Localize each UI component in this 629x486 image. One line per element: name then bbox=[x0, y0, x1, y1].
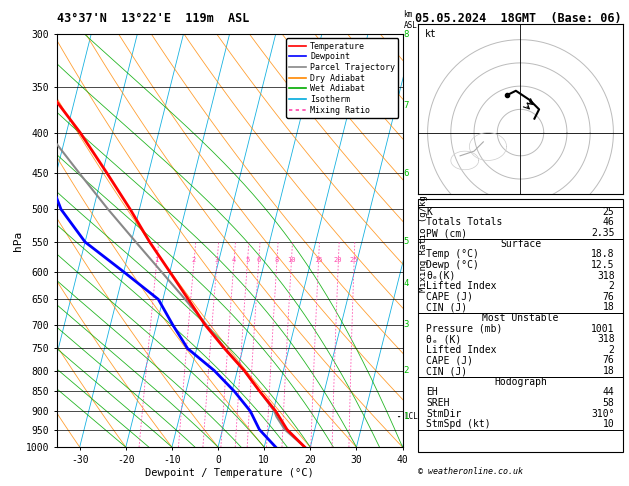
Text: Dewp (°C): Dewp (°C) bbox=[426, 260, 479, 270]
Text: Hodograph: Hodograph bbox=[494, 377, 547, 387]
Text: CAPE (J): CAPE (J) bbox=[426, 355, 474, 365]
Text: 18: 18 bbox=[603, 366, 615, 376]
Text: 318: 318 bbox=[597, 271, 615, 280]
Y-axis label: hPa: hPa bbox=[13, 230, 23, 251]
Text: 15: 15 bbox=[314, 257, 323, 263]
Text: © weatheronline.co.uk: © weatheronline.co.uk bbox=[418, 467, 523, 476]
Text: θₑ (K): θₑ (K) bbox=[426, 334, 462, 344]
Text: 1: 1 bbox=[154, 257, 159, 263]
Text: 8: 8 bbox=[274, 257, 279, 263]
Text: 3: 3 bbox=[214, 257, 219, 263]
Text: StmDir: StmDir bbox=[426, 409, 462, 418]
Text: Most Unstable: Most Unstable bbox=[482, 313, 559, 323]
Text: LCL: LCL bbox=[404, 412, 418, 421]
X-axis label: Dewpoint / Temperature (°C): Dewpoint / Temperature (°C) bbox=[145, 468, 314, 478]
Text: 5: 5 bbox=[245, 257, 249, 263]
Text: 2: 2 bbox=[609, 345, 615, 355]
Text: PW (cm): PW (cm) bbox=[426, 228, 467, 238]
Text: Pressure (mb): Pressure (mb) bbox=[426, 324, 503, 333]
Legend: Temperature, Dewpoint, Parcel Trajectory, Dry Adiabat, Wet Adiabat, Isotherm, Mi: Temperature, Dewpoint, Parcel Trajectory… bbox=[286, 38, 398, 118]
Text: 2.35: 2.35 bbox=[591, 228, 615, 238]
Text: 3: 3 bbox=[404, 320, 409, 329]
Text: 43°37'N  13°22'E  119m  ASL: 43°37'N 13°22'E 119m ASL bbox=[57, 12, 249, 25]
Text: 8: 8 bbox=[404, 30, 409, 38]
Text: Surface: Surface bbox=[500, 239, 541, 249]
Text: SREH: SREH bbox=[426, 398, 450, 408]
Text: 10: 10 bbox=[287, 257, 296, 263]
Text: Lifted Index: Lifted Index bbox=[426, 281, 497, 291]
Text: 05.05.2024  18GMT  (Base: 06): 05.05.2024 18GMT (Base: 06) bbox=[415, 12, 621, 25]
Text: 318: 318 bbox=[597, 334, 615, 344]
Text: K: K bbox=[426, 207, 432, 217]
Text: StmSpd (kt): StmSpd (kt) bbox=[426, 419, 491, 429]
Text: kt: kt bbox=[425, 29, 436, 39]
Text: 76: 76 bbox=[603, 292, 615, 302]
Text: 2: 2 bbox=[609, 281, 615, 291]
Text: CIN (J): CIN (J) bbox=[426, 366, 467, 376]
Text: 7: 7 bbox=[404, 102, 409, 110]
Text: 46: 46 bbox=[603, 217, 615, 227]
Text: CIN (J): CIN (J) bbox=[426, 302, 467, 312]
Text: Mixing Ratio (g/kg): Mixing Ratio (g/kg) bbox=[419, 190, 428, 292]
Text: 25: 25 bbox=[603, 207, 615, 217]
Text: km
ASL: km ASL bbox=[404, 11, 418, 30]
Text: 1: 1 bbox=[404, 412, 409, 421]
Text: 76: 76 bbox=[603, 355, 615, 365]
Text: 5: 5 bbox=[404, 238, 409, 246]
Text: 10: 10 bbox=[603, 419, 615, 429]
Text: 18.8: 18.8 bbox=[591, 249, 615, 260]
Text: 310°: 310° bbox=[591, 409, 615, 418]
Text: θₑ(K): θₑ(K) bbox=[426, 271, 456, 280]
Text: 6: 6 bbox=[256, 257, 260, 263]
Text: Totals Totals: Totals Totals bbox=[426, 217, 503, 227]
Text: 6: 6 bbox=[404, 169, 409, 178]
Text: 4: 4 bbox=[404, 278, 409, 288]
Text: Temp (°C): Temp (°C) bbox=[426, 249, 479, 260]
Text: 58: 58 bbox=[603, 398, 615, 408]
Text: CAPE (J): CAPE (J) bbox=[426, 292, 474, 302]
Text: EH: EH bbox=[426, 387, 438, 397]
Text: 12.5: 12.5 bbox=[591, 260, 615, 270]
Text: 1001: 1001 bbox=[591, 324, 615, 333]
Text: Lifted Index: Lifted Index bbox=[426, 345, 497, 355]
Text: 25: 25 bbox=[350, 257, 358, 263]
Text: 44: 44 bbox=[603, 387, 615, 397]
Text: 2: 2 bbox=[191, 257, 196, 263]
Text: 2: 2 bbox=[404, 366, 409, 375]
Text: 4: 4 bbox=[231, 257, 236, 263]
Text: 20: 20 bbox=[334, 257, 342, 263]
Text: 18: 18 bbox=[603, 302, 615, 312]
